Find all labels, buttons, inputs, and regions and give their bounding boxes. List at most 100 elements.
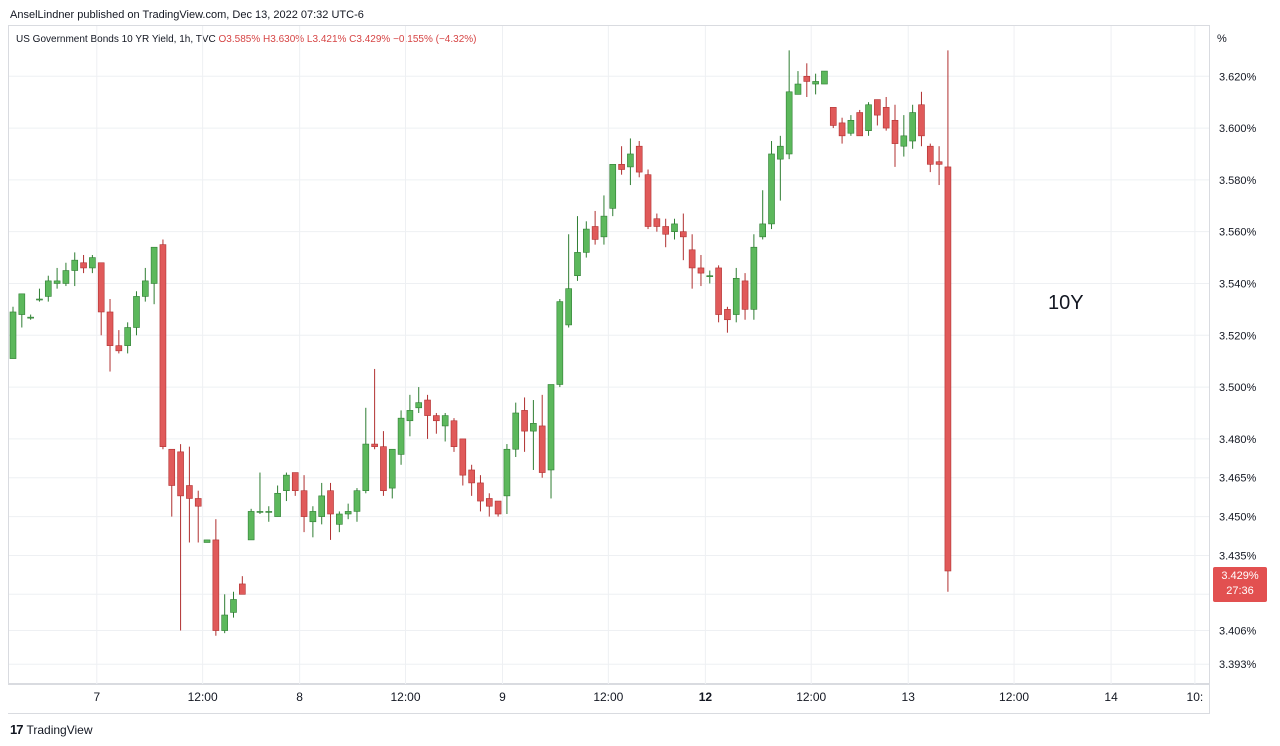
candle-body — [838, 122, 846, 137]
candle-body — [397, 417, 405, 455]
candle-body — [847, 119, 855, 134]
candle-body — [450, 420, 458, 447]
candle-body — [715, 267, 722, 315]
candle-body — [133, 296, 140, 328]
candle-body — [521, 410, 528, 432]
candle-body — [512, 412, 520, 450]
candle-body — [283, 474, 290, 491]
y-tick-label: 3.560% — [1219, 227, 1257, 239]
candle-body — [265, 511, 273, 513]
y-tick-label: 3.480% — [1219, 434, 1257, 446]
tradingview-logo[interactable]: 17 TradingView — [10, 722, 93, 737]
candle-body — [221, 614, 228, 631]
tradingview-logo-icon: 17 — [10, 722, 24, 737]
candle-body — [582, 228, 590, 253]
candle-body — [291, 472, 299, 491]
candle-body — [829, 107, 837, 126]
y-tick-label: 3.435% — [1219, 550, 1257, 562]
candle-body — [318, 495, 326, 517]
x-tick-label: 12:00 — [593, 690, 623, 704]
candle-body — [547, 384, 555, 471]
y-tick-label: 3.580% — [1219, 175, 1257, 187]
candle-body — [194, 498, 202, 507]
candle-body — [600, 215, 608, 238]
candle-body — [732, 277, 740, 315]
candle-body — [433, 415, 440, 422]
candle-body — [565, 288, 572, 326]
candle-body — [468, 469, 475, 484]
candle-body — [186, 485, 193, 499]
candle-body — [239, 583, 246, 595]
candle-body — [256, 511, 264, 513]
tradingview-logo-text: TradingView — [26, 722, 93, 737]
candle-body — [44, 280, 52, 297]
candle-body — [653, 218, 661, 227]
candle-body — [477, 482, 484, 502]
x-tick-label: 8 — [296, 690, 303, 704]
candle-body — [27, 316, 34, 319]
candle-body — [177, 451, 184, 497]
candle-body — [309, 511, 317, 523]
candle-body — [124, 327, 131, 346]
candle-body — [909, 112, 916, 142]
y-tick-label: 3.520% — [1219, 330, 1257, 342]
candle-body — [36, 298, 43, 301]
last-price-badge: 3.429% 27:36 — [1213, 567, 1267, 602]
candle-body — [485, 498, 493, 507]
y-tick-label: 3.465% — [1219, 473, 1257, 485]
candle-body — [865, 104, 872, 131]
candle-body — [609, 164, 617, 209]
candle-body — [662, 226, 669, 235]
candle-body — [371, 443, 378, 447]
candle-body — [344, 511, 352, 515]
candle-body — [247, 511, 255, 541]
candle-body — [574, 252, 581, 277]
x-tick-label: 12:00 — [999, 690, 1029, 704]
candle-body — [327, 490, 334, 515]
candle-body — [203, 539, 211, 543]
candle-body — [644, 174, 652, 227]
candle-body — [159, 244, 167, 447]
candle-body — [750, 246, 758, 310]
candle-body — [18, 293, 26, 315]
candle-body — [80, 262, 87, 269]
y-tick-label: 3.500% — [1219, 382, 1257, 394]
candle-body — [97, 262, 105, 313]
chart-annotation-10y[interactable]: 10Y — [1048, 292, 1084, 314]
legend-symbol: US Government Bonds 10 YR Yield, 1h, TVC — [16, 34, 216, 45]
candle-body — [168, 448, 176, 486]
candle-body — [724, 309, 731, 321]
candle-body — [459, 438, 467, 476]
candle-body — [777, 145, 784, 160]
candle-body — [274, 492, 281, 517]
candle-body — [9, 311, 17, 359]
candle-body — [415, 402, 423, 409]
time-scale-divider — [8, 684, 1210, 685]
candle-body — [944, 166, 952, 572]
x-tick-label: 7 — [93, 690, 100, 704]
candle-body — [150, 246, 158, 284]
candle-body — [591, 226, 599, 240]
y-tick-label: 3.393% — [1219, 659, 1257, 671]
x-tick-label: 12:00 — [390, 690, 420, 704]
x-tick-label: 12 — [699, 690, 713, 704]
price-unit-label[interactable]: % — [1217, 33, 1227, 45]
y-tick-label: 3.450% — [1219, 512, 1257, 524]
candle-body — [900, 135, 908, 147]
candle-body — [935, 161, 943, 165]
y-tick-label: 3.620% — [1219, 71, 1257, 83]
candle-body — [142, 280, 149, 297]
candle-body — [821, 70, 828, 85]
candle-body — [618, 164, 625, 170]
candle-body — [768, 153, 775, 225]
last-price-value: 3.429% — [1221, 570, 1259, 582]
candle-body — [627, 153, 634, 168]
bar-countdown: 27:36 — [1226, 585, 1254, 597]
candle-body — [424, 399, 431, 416]
candle-body — [803, 75, 811, 82]
candle-body — [785, 91, 793, 155]
candle-body — [62, 270, 70, 284]
legend-ohlc: O3.585% H3.630% L3.421% C3.429% −0.155% … — [218, 34, 477, 45]
candle-body — [406, 410, 414, 422]
